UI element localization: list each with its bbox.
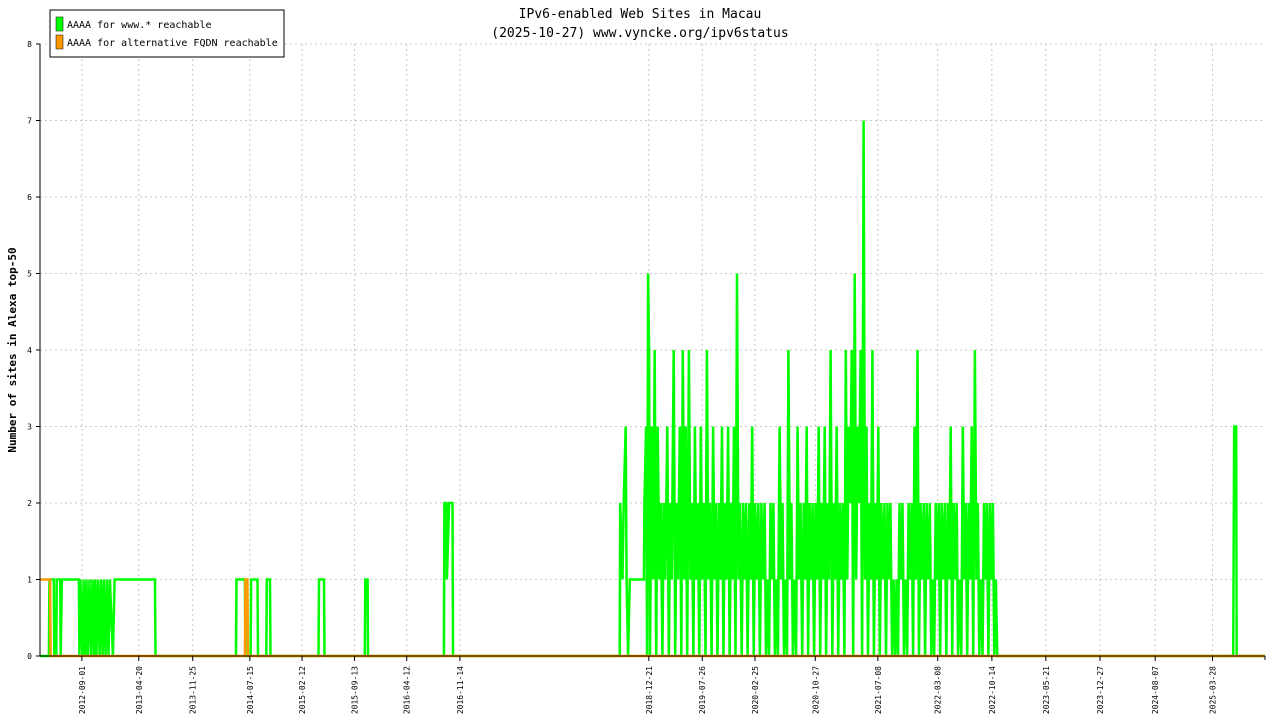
x-tick-label: 2019-07-26	[698, 666, 707, 714]
y-tick-label: 6	[27, 193, 32, 202]
y-tick-label: 7	[27, 117, 32, 126]
y-tick-label: 4	[27, 346, 32, 355]
y-tick-label: 8	[27, 40, 32, 49]
x-tick-label: 2015-02-12	[298, 666, 307, 714]
x-tick-label: 2023-12-27	[1096, 666, 1105, 714]
chart-subtitle: (2025-10-27) www.vyncke.org/ipv6status	[491, 26, 788, 41]
y-tick-label: 1	[27, 576, 32, 585]
x-tick-label: 2012-09-01	[78, 666, 87, 714]
x-tick-label: 2018-12-21	[645, 666, 654, 714]
legend-swatch-www	[55, 16, 64, 32]
x-tick-label: 2013-11-25	[189, 666, 198, 714]
x-tick-label: 2021-07-08	[874, 666, 883, 714]
series-line-alternative-fqdn	[40, 578, 1265, 658]
x-tick-label: 2013-04-20	[135, 666, 144, 714]
legend-swatch-alt	[55, 34, 64, 50]
y-tick-label: 3	[27, 423, 32, 432]
x-tick-label: 2022-10-14	[988, 666, 997, 714]
x-tick-label: 2020-10-27	[811, 666, 820, 714]
y-tick-label: 0	[27, 652, 32, 661]
x-tick-label: 2016-04-12	[403, 666, 412, 714]
y-tick-label: 2	[27, 499, 32, 508]
legend: AAAA for www.* reachable AAAA for altern…	[49, 9, 285, 58]
y-axis-label: Number of sites in Alexa top-50	[6, 247, 19, 452]
chart-title: IPv6-enabled Web Sites in Macau	[519, 7, 762, 22]
x-tick-label: 2023-05-21	[1042, 666, 1051, 714]
x-tick-label: 2014-07-15	[246, 666, 255, 714]
x-tick-label: 2024-08-07	[1151, 666, 1160, 714]
legend-box	[49, 9, 285, 58]
x-tick-label: 2020-02-25	[751, 666, 760, 714]
axes	[36, 43, 1266, 661]
x-tick-label: 2016-11-14	[456, 666, 465, 714]
y-tick-label: 5	[27, 270, 32, 279]
legend-label-alt: AAAA for alternative FQDN reachable	[67, 38, 278, 49]
x-tick-label: 2015-09-13	[351, 666, 360, 714]
x-tick-label: 2025-03-28	[1209, 666, 1218, 714]
x-tick-labels: 2012-09-01 2013-04-20 2013-11-25 2014-07-15…	[78, 666, 1218, 714]
legend-label-www: AAAA for www.* reachable	[67, 20, 212, 31]
y-tick-labels: 0 1 2 3 4 5 6 7 8	[27, 40, 32, 661]
x-tick-label: 2022-03-08	[934, 666, 943, 714]
